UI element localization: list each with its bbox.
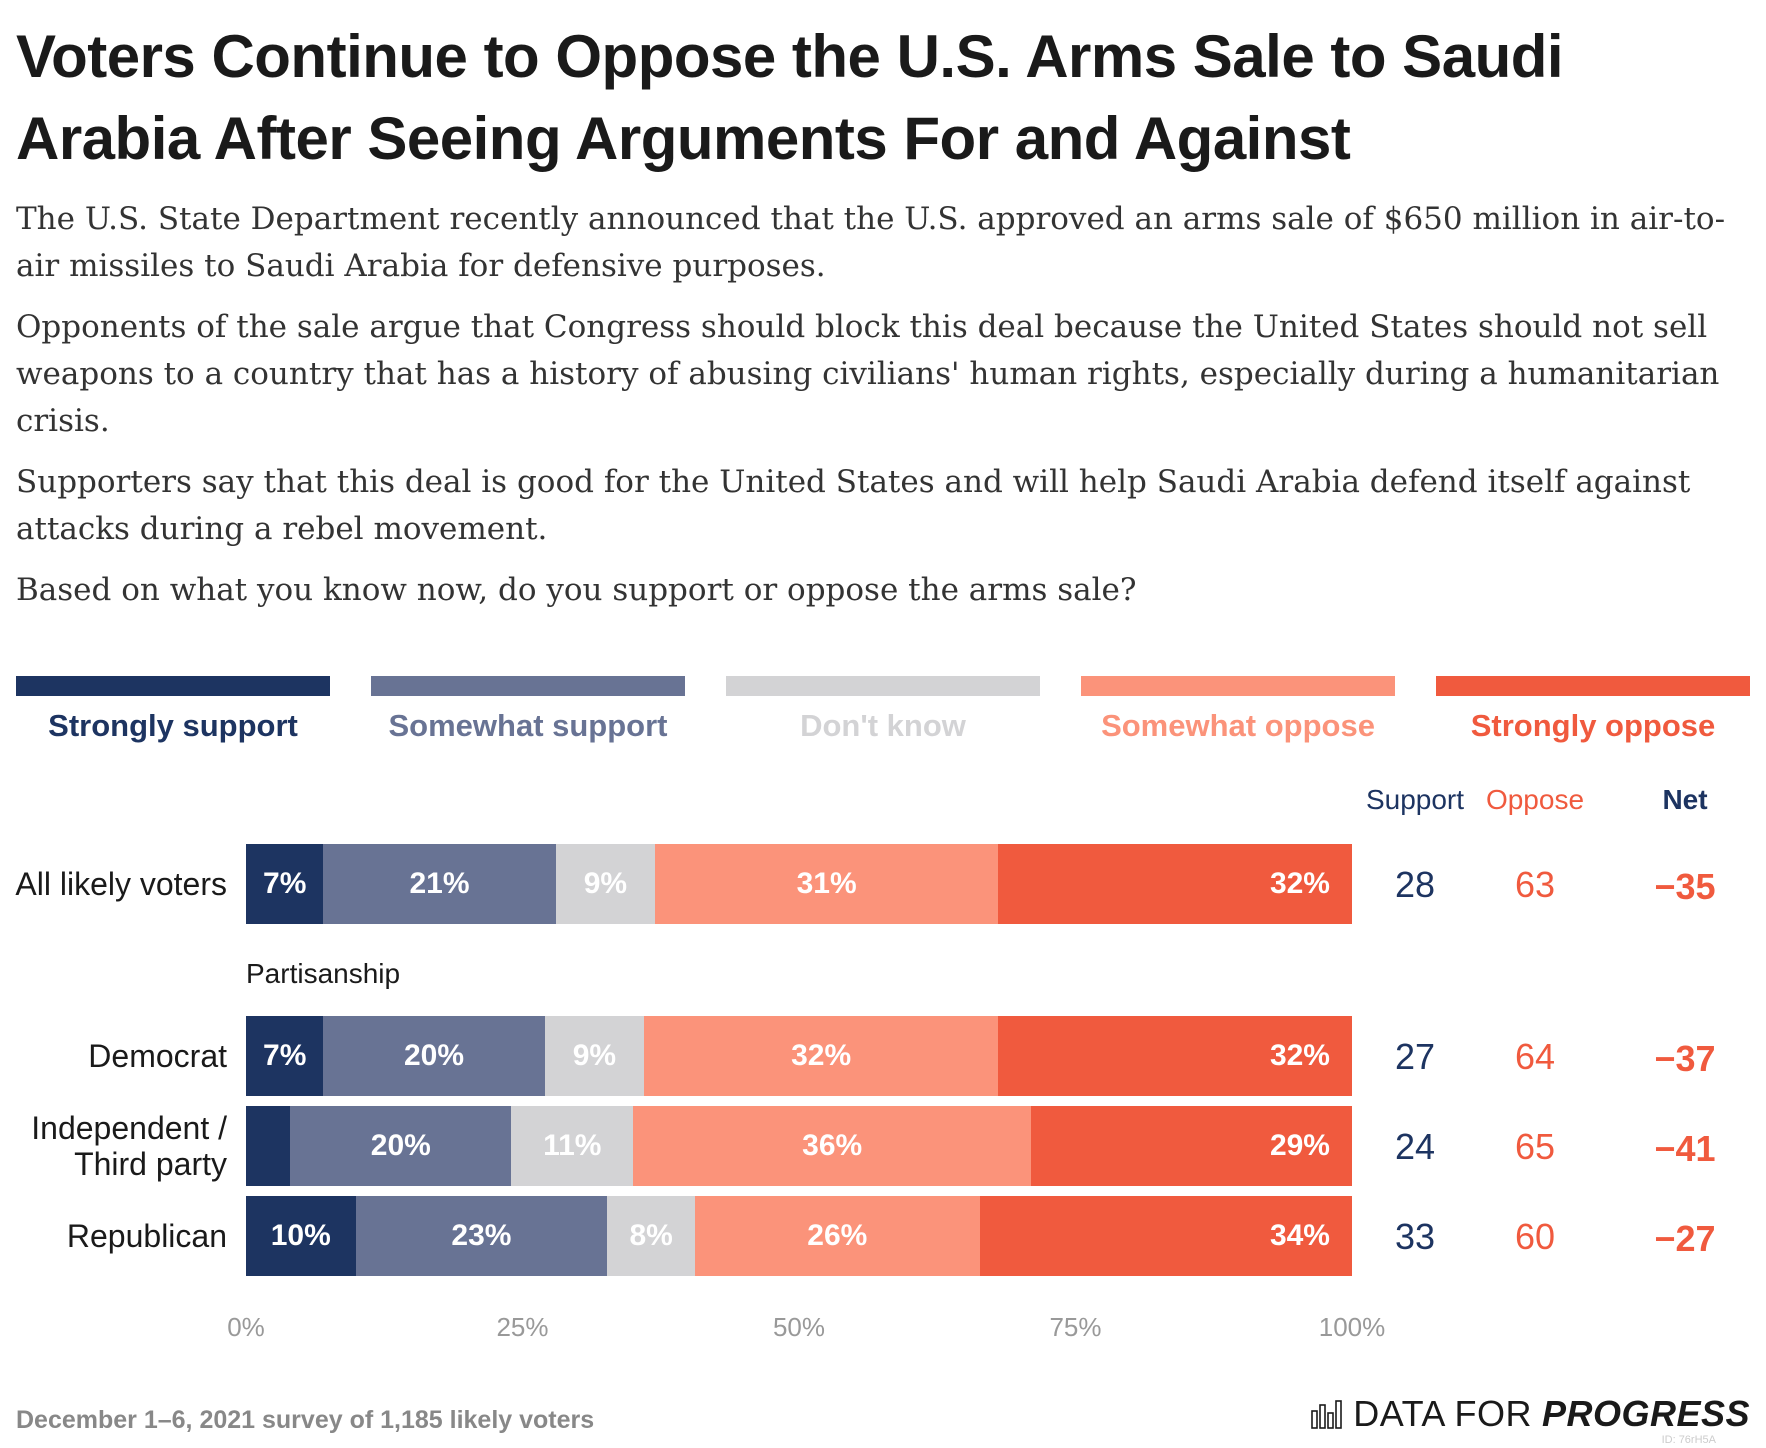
oppose-value: 64 (1514, 1036, 1556, 1077)
bar-value-label: 8% (629, 1219, 673, 1252)
bar-segment: 20% (290, 1106, 512, 1186)
bar-segment: 36% (633, 1106, 1032, 1186)
support-value: 28 (1394, 864, 1436, 905)
bar-segment: 10% (246, 1196, 356, 1276)
intro-paragraph: Opponents of the sale argue that Congres… (16, 309, 1720, 439)
legend-swatch (371, 676, 685, 696)
legend-swatch (726, 676, 1040, 696)
brand-logo: DATA FOR PROGRESS (1311, 1393, 1750, 1435)
bar-value-label: 7% (263, 1039, 307, 1072)
brand-text: DATA FOR (1353, 1393, 1532, 1434)
legend-swatch (1081, 676, 1395, 696)
row-label: All likely voters (15, 866, 227, 902)
legend: Strongly support Somewhat support Don't … (16, 676, 1750, 756)
bar-segment: 32% (998, 844, 1352, 924)
stacked-bar: 7% 21% 9% 31% 32% (246, 844, 1352, 924)
bar-chart-icon (1311, 1400, 1343, 1429)
net-value: −41 (1654, 1128, 1716, 1169)
legend-label: Strongly oppose (1470, 708, 1716, 743)
bar-value-label: 29% (1269, 1129, 1330, 1162)
bar-segment: 20% (323, 1016, 545, 1096)
x-tick-label: 100% (1318, 1312, 1386, 1342)
bar-value-label: 32% (1269, 1039, 1330, 1072)
net-value: −27 (1654, 1218, 1716, 1259)
bar-value-label: 9% (583, 867, 628, 900)
bar-value-label: 7% (263, 867, 307, 900)
legend-item-somewhat-oppose: Somewhat oppose (1081, 676, 1395, 744)
bar-segment: 8% (607, 1196, 695, 1276)
legend-item-strongly-support: Strongly support (16, 676, 330, 744)
brand-text-bold: PROGRESS (1541, 1393, 1750, 1434)
bar-segment (246, 1106, 291, 1186)
legend-label: Somewhat support (388, 708, 668, 743)
legend-label: Don't know (800, 708, 966, 743)
chart-id: ID: 76rH5A (1661, 1434, 1716, 1446)
footnote: December 1–6, 2021 survey of 1,185 likel… (16, 1406, 595, 1434)
support-value: 24 (1394, 1126, 1436, 1167)
bar-segment: 34% (979, 1196, 1352, 1276)
x-tick-label: 25% (496, 1312, 549, 1342)
column-header-oppose: Oppose (1485, 784, 1585, 815)
bar-value-label: 10% (270, 1219, 331, 1252)
x-tick-label: 0% (227, 1312, 265, 1342)
legend-swatch (16, 676, 330, 696)
question-text: Based on what you know now, do you suppo… (16, 572, 1137, 608)
x-tick-label: 75% (1049, 1312, 1102, 1342)
section-label-partisanship: Partisanship (246, 958, 401, 989)
legend-label: Somewhat oppose (1101, 708, 1375, 743)
bar-segment: 21% (323, 844, 556, 924)
legend-swatch (1436, 676, 1750, 696)
bar-value-label: 26% (807, 1219, 868, 1252)
bar-value-label: 31% (796, 867, 857, 900)
bar-segment: 32% (644, 1016, 999, 1096)
bar-value-label: 23% (451, 1219, 512, 1252)
legend-label: Strongly support (48, 708, 298, 743)
bar-segment: 26% (694, 1196, 980, 1276)
stacked-bar: 20% 11% 36% 29% (246, 1106, 1352, 1186)
bar-segment: 31% (655, 844, 999, 924)
legend-item-dont-know: Don't know (726, 676, 1040, 744)
bar-segment: 23% (355, 1196, 608, 1276)
support-value: 33 (1394, 1216, 1436, 1257)
intro-paragraph: The U.S. State Department recently annou… (16, 201, 1726, 284)
bar-segment: 32% (998, 1016, 1352, 1096)
column-header-support: Support (1365, 784, 1465, 815)
oppose-value: 60 (1514, 1216, 1556, 1257)
legend-item-somewhat-support: Somewhat support (371, 676, 685, 744)
bar-segment: 29% (1031, 1106, 1352, 1186)
net-value: −37 (1654, 1038, 1716, 1079)
row-label: Independent / Third party (31, 1110, 227, 1182)
bar-value-label: 32% (1269, 867, 1330, 900)
bar-value-label: 20% (403, 1039, 465, 1072)
bar-value-label: 20% (370, 1129, 431, 1162)
oppose-value: 65 (1514, 1126, 1556, 1167)
bar-segment: 11% (511, 1106, 634, 1186)
bar-segment: 9% (544, 1016, 645, 1096)
bar-value-label: 36% (802, 1129, 863, 1162)
intro-paragraph: Supporters say that this deal is good fo… (16, 464, 1691, 547)
stacked-bar: 10% 23% 8% 26% 34% (246, 1196, 1352, 1276)
oppose-value: 63 (1514, 864, 1556, 905)
bar-value-label: 9% (572, 1039, 617, 1072)
intro-text: The U.S. State Department recently annou… (16, 196, 1756, 628)
legend-item-strongly-oppose: Strongly oppose (1436, 676, 1750, 744)
bar-value-label: 21% (409, 867, 470, 900)
chart-title: Voters Continue to Oppose the U.S. Arms … (16, 23, 1564, 172)
row-label: Democrat (88, 1038, 227, 1074)
column-header-net: Net (1662, 784, 1708, 815)
row-label: Republican (66, 1218, 227, 1254)
bar-segment: 7% (246, 1016, 324, 1096)
bar-segment: 9% (555, 844, 656, 924)
bar-value-label: 11% (543, 1129, 602, 1162)
x-tick-label: 50% (772, 1312, 826, 1342)
bar-value-label: 34% (1269, 1219, 1330, 1252)
bar-segment: 7% (246, 844, 324, 924)
net-value: −35 (1654, 866, 1716, 907)
bar-value-label: 32% (791, 1039, 852, 1072)
stacked-bar: 7% 20% 9% 32% 32% (246, 1016, 1352, 1096)
support-value: 27 (1394, 1036, 1436, 1077)
